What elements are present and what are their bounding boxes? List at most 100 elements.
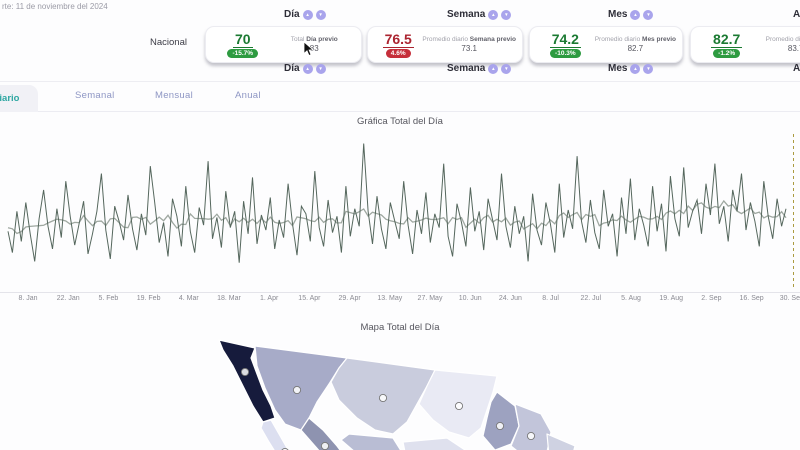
period-label-mes: Mes [608,9,628,20]
period-header-semana: Semana ▲ ▼ [447,63,512,74]
chevron-up-icon[interactable]: ▲ [488,9,499,20]
x-tick-label: 5. Feb [98,295,119,302]
period-header-mes: Mes ▲ ▼ [608,9,654,20]
period-header-mes: Mes ▲ ▼ [608,63,654,74]
stat-card-dia-number-block: 70 -15.7% [212,30,273,58]
delta-badge: -1.2% [713,48,741,58]
x-tick-label: 8. Jan [18,295,38,302]
prev-label-prefix: Promedio diario [594,36,643,43]
tab-mensual[interactable]: Mensual [155,90,194,101]
stat-value: 70 [232,30,253,48]
chart-x-labels: 8. Jan 22. Jan 5. Feb 19. Feb 4. Mar 18. Mar 1… [0,295,800,307]
prev-label-bold: Mes previo [642,36,676,43]
x-tick-label: 29. Apr [338,295,361,302]
stat-value: 76.5 [382,30,414,48]
state-baja-california-sur[interactable] [260,419,305,450]
period-header-semana: Semana ▲ ▼ [447,9,512,20]
chevron-down-icon[interactable]: ▼ [643,9,654,20]
period-label-mes: Mes [608,63,628,74]
period-header-row-top: Día ▲ ▼ Semana ▲ ▼ Mes ▲ ▼ Año [0,9,800,25]
state-baja-california[interactable] [218,339,276,423]
state-costa-sur-tamaulipas[interactable] [546,433,576,450]
stat-card-ano: 82.7 -1.2% Promedio diario Año 83.7 [690,26,800,63]
x-tick-label: 5. Aug [621,295,641,302]
x-tick-label: 19. Aug [659,295,684,302]
chevron-down-icon[interactable]: ▼ [315,63,326,74]
period-label-semana: Semana [447,63,486,74]
prev-value: 82.7 [627,44,644,53]
stat-card-ano-number-block: 82.7 -1.2% [697,30,756,58]
report-date: rte: 11 de noviembre del 2024 [2,2,108,11]
stat-card-ano-info: Promedio diario Año 83.7 [756,36,800,53]
header-divider [0,81,800,82]
stat-card-semana: 76.5 4.6% Promedio diario Semana previo … [367,26,523,63]
prev-label-prefix: Promedio diario [422,36,470,43]
region-label: Nacional [150,37,187,48]
series-total-diario [7,143,787,263]
x-tick-label: 18. Mar [217,295,241,302]
period-tabbar: Diario Semanal Mensual Anual [0,82,800,112]
prev-label-prefix: Promedio diario [765,36,800,43]
period-label-ano: Año [793,63,800,74]
state-marker-nuevo-leon[interactable] [495,421,505,431]
state-marker-chihuahua[interactable] [378,393,388,403]
tab-semanal[interactable]: Semanal [75,90,115,101]
prev-label-bold: Semana previo [469,36,516,43]
chevron-down-icon[interactable]: ▼ [315,9,326,20]
line-chart [7,134,794,290]
map-title: Mapa Total del Día [360,322,440,333]
chevron-up-icon[interactable]: ▲ [630,63,641,74]
stat-value: 74.2 [549,30,581,48]
x-tick-label: 24. Jun [498,295,522,302]
chart-title: Gráfica Total del Día [357,116,443,127]
x-tick-label: 2. Sep [701,295,722,302]
series-promedio-movil [7,199,787,235]
state-durango[interactable] [340,433,403,450]
chart-x-axis [0,292,800,293]
stat-card-mes-number-block: 74.2 -10.3% [536,30,595,58]
stat-card-dia-info: Total Día previo 83 [273,36,355,53]
prev-value: 73.1 [461,44,477,53]
stat-card-mes: 74.2 -10.3% Promedio diario Mes previo 8… [529,26,683,63]
state-marker-tamaulipas[interactable] [526,431,536,441]
chevron-up-icon[interactable]: ▲ [302,9,313,20]
state-zacatecas[interactable] [402,437,466,450]
chevron-down-icon[interactable]: ▼ [501,63,512,74]
tab-anual[interactable]: Anual [235,90,261,101]
x-tick-label: 27. May [417,295,443,302]
delta-badge: 4.6% [385,48,411,58]
state-marker-sinaloa[interactable] [320,441,330,450]
x-tick-label: 30. Sep [779,295,800,302]
x-tick-label: 10. Jun [458,295,482,302]
stat-value: 82.7 [711,30,743,48]
stat-card-dia: 70 -15.7% Total Día previo 83 [205,26,362,63]
period-header-ano: Año [793,9,800,20]
state-sinaloa[interactable] [300,417,349,450]
chevron-up-icon[interactable]: ▲ [488,63,499,74]
chevron-down-icon[interactable]: ▼ [643,63,654,74]
x-tick-label: 22. Jul [580,295,602,302]
period-label-semana: Semana [447,9,486,20]
prev-label-prefix: Total [290,36,307,43]
prev-value: 83.7 [787,44,800,53]
x-tick-label: 15. Apr [298,295,321,302]
state-marker-baja-california[interactable] [240,367,250,377]
chevron-up-icon[interactable]: ▲ [630,9,641,20]
x-tick-label: 1. Apr [260,295,279,302]
x-tick-label: 8. Jul [542,295,559,302]
mexico-map [218,339,576,450]
state-marker-coahuila[interactable] [454,401,464,411]
period-header-row-bottom: Día ▲ ▼ Semana ▲ ▼ Mes ▲ ▼ Año [0,63,800,79]
x-tick-label: 19. Feb [136,295,161,302]
prev-value: 83 [309,44,319,53]
state-marker-sonora[interactable] [292,385,302,395]
prev-label-bold: Día previo [306,36,338,43]
chevron-up-icon[interactable]: ▲ [302,63,313,74]
state-tamaulipas[interactable] [510,403,552,450]
mouse-cursor [303,41,315,57]
chevron-down-icon[interactable]: ▼ [501,9,512,20]
x-tick-label: 22. Jan [56,295,80,302]
tab-diario[interactable]: Diario [0,85,38,112]
period-label-ano: Año [793,9,800,20]
